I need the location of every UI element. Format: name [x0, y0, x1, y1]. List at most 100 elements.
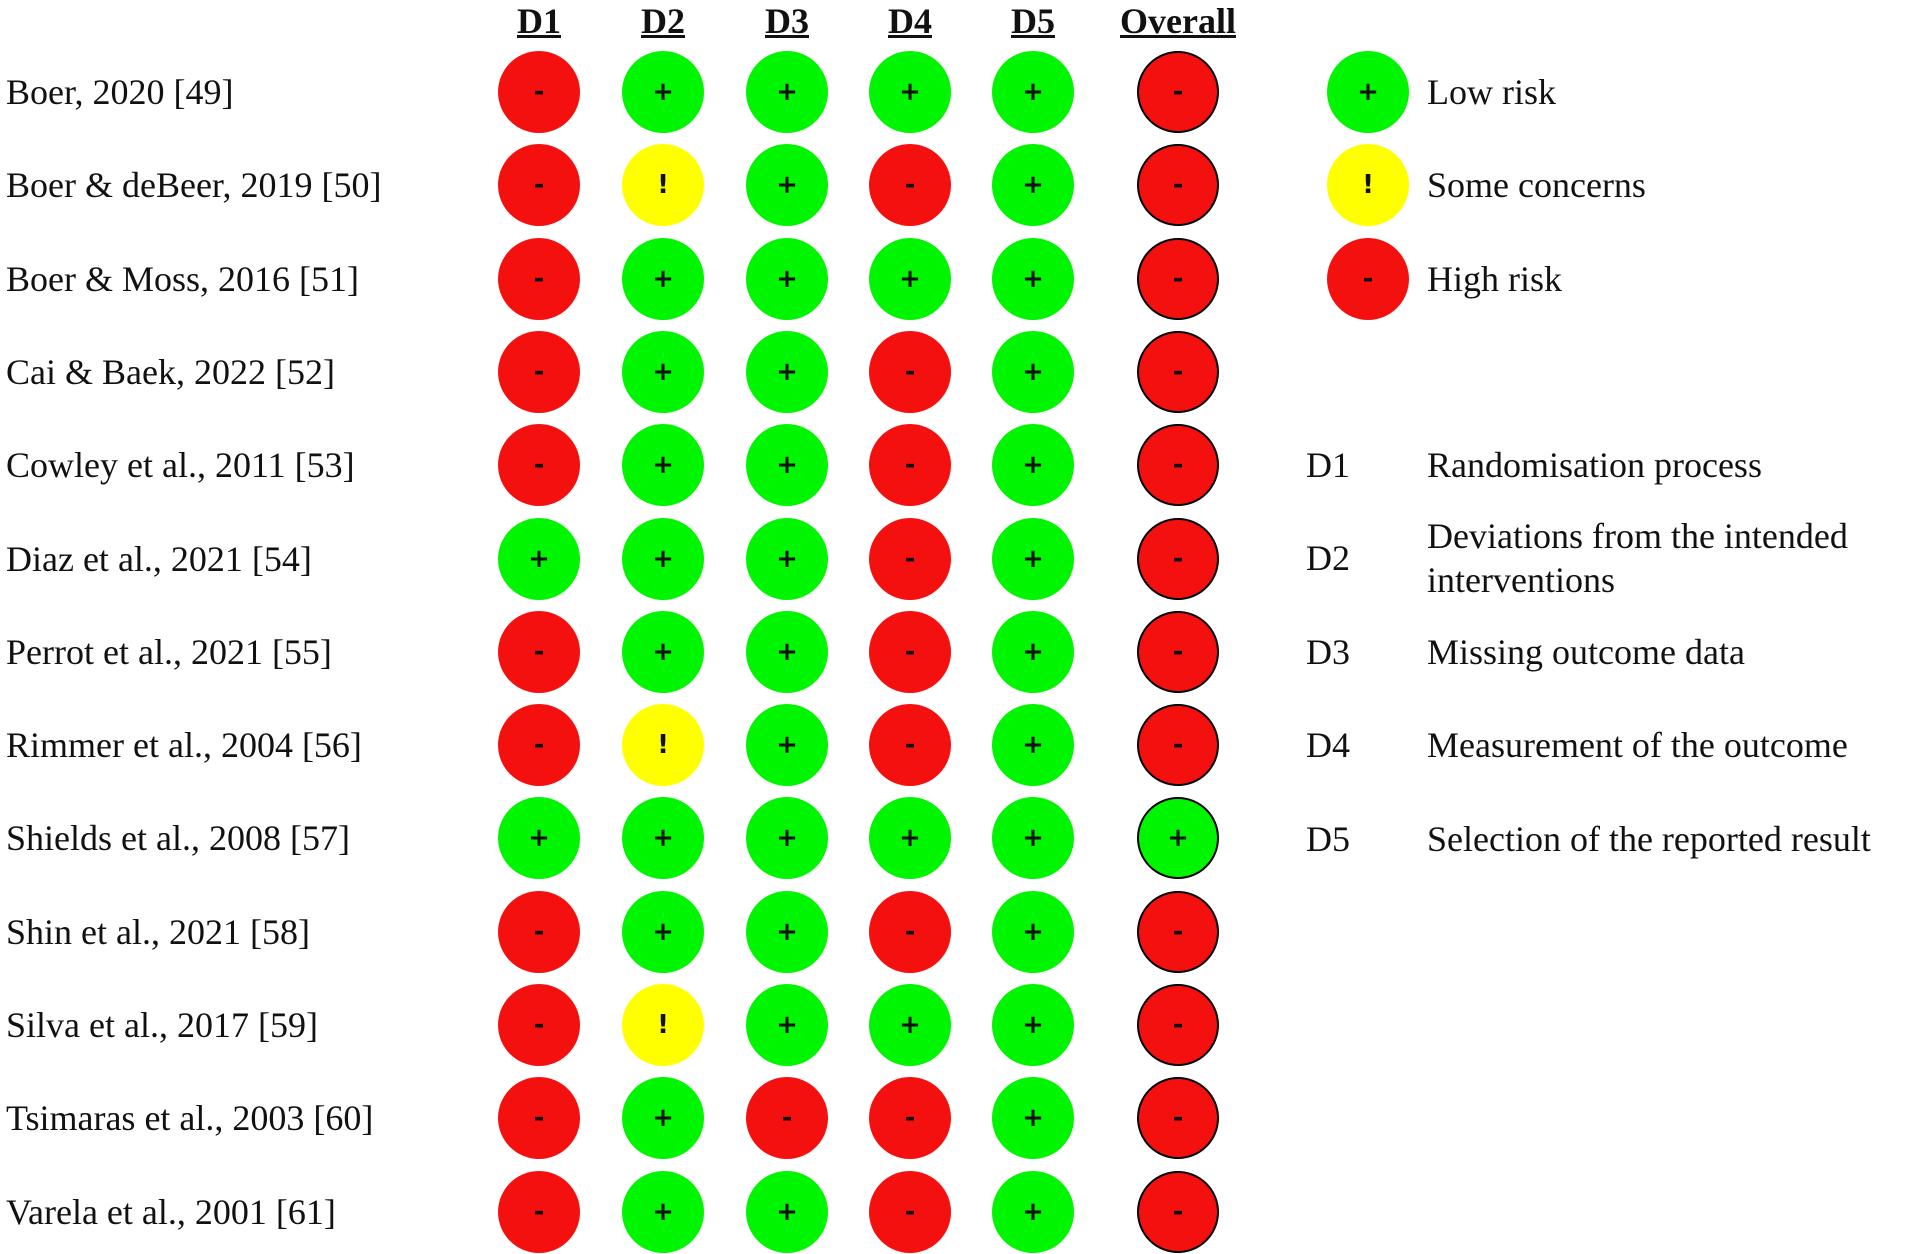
column-header-d3: D3: [765, 1, 809, 41]
overall-judgement-high: -: [1137, 704, 1219, 787]
judgement-symbol: +: [652, 450, 674, 481]
d1-judgement-low: +: [498, 797, 580, 880]
d5-judgement-low: +: [992, 51, 1074, 133]
judgement-symbol: !: [657, 1010, 669, 1040]
judgement-symbol: +: [528, 823, 550, 854]
study-label: Boer & deBeer, 2019 [50]: [6, 165, 382, 206]
judgement-symbol: -: [1172, 1196, 1184, 1227]
judgement-symbol: +: [776, 263, 798, 294]
d5-judgement-low: +: [992, 890, 1074, 973]
judgement-symbol: +: [652, 1103, 674, 1134]
judgement-symbol: +: [528, 543, 550, 574]
d3-judgement-low: +: [746, 1170, 828, 1253]
d1-judgement-low: +: [498, 517, 580, 600]
d4-judgement-high: -: [869, 1077, 951, 1160]
d1-judgement-high: -: [498, 330, 580, 413]
column-header-d2: D2: [641, 1, 685, 41]
d3-judgement-low: +: [746, 51, 828, 133]
judgement-symbol: +: [1022, 543, 1044, 574]
study-label: Silva et al., 2017 [59]: [6, 1005, 318, 1045]
d1-judgement-high: -: [498, 144, 580, 227]
judgement-symbol: +: [652, 263, 674, 294]
judgement-symbol: -: [533, 1010, 545, 1040]
d1-judgement-high: -: [498, 610, 580, 693]
judgement-symbol: -: [781, 1103, 793, 1134]
d3-judgement-low: +: [746, 517, 828, 600]
d5-judgement-low: +: [992, 1077, 1074, 1160]
d5-judgement-low: +: [992, 984, 1074, 1066]
judgement-symbol: +: [652, 636, 674, 667]
overall-judgement-high: -: [1137, 330, 1219, 413]
overall-judgement-high: -: [1137, 517, 1219, 600]
domain-code-d3: D3: [1306, 632, 1350, 672]
judgement-symbol: +: [776, 356, 798, 387]
d5-judgement-low: +: [992, 610, 1074, 693]
domain-label-d2: Deviations from the intended interventio…: [1427, 516, 1848, 600]
domain-label-d1: Randomisation process: [1427, 445, 1762, 485]
judgement-symbol: +: [899, 263, 921, 294]
overall-judgement-high: -: [1137, 610, 1219, 693]
judgement-symbol: +: [776, 1196, 798, 1227]
overall-judgement-high: -: [1137, 1077, 1219, 1160]
d5-judgement-low: +: [992, 704, 1074, 787]
d1-judgement-high: -: [498, 704, 580, 787]
legend-label-some: Some concerns: [1427, 165, 1646, 206]
study-label: Rimmer et al., 2004 [56]: [6, 725, 362, 766]
d1-judgement-high: -: [498, 890, 580, 973]
domain-code-d1: D1: [1306, 445, 1350, 485]
d3-judgement-low: +: [746, 890, 828, 973]
overall-judgement-high: -: [1137, 890, 1219, 973]
judgement-symbol: +: [1022, 263, 1044, 294]
judgement-symbol: +: [776, 170, 798, 201]
judgement-symbol: -: [904, 170, 916, 201]
d4-judgement-high: -: [869, 890, 951, 973]
d3-judgement-low: +: [746, 237, 828, 320]
judgement-symbol: -: [1172, 263, 1184, 294]
column-header-d5: D5: [1011, 1, 1055, 41]
d4-judgement-low: +: [869, 51, 951, 133]
d4-judgement-low: +: [869, 984, 951, 1066]
judgement-symbol: +: [1022, 170, 1044, 201]
d1-judgement-high: -: [498, 1077, 580, 1160]
d4-judgement-high: -: [869, 330, 951, 413]
judgement-symbol: +: [1357, 77, 1379, 107]
judgement-symbol: -: [904, 730, 916, 761]
d2-judgement-some: !: [622, 144, 704, 227]
judgement-symbol: +: [776, 1010, 798, 1040]
judgement-symbol: +: [1022, 730, 1044, 761]
judgement-symbol: -: [533, 916, 545, 947]
d4-judgement-high: -: [869, 517, 951, 600]
judgement-symbol: +: [652, 1196, 674, 1227]
d5-judgement-low: +: [992, 424, 1074, 507]
d4-judgement-low: +: [869, 797, 951, 880]
d4-judgement-high: -: [869, 424, 951, 507]
judgement-symbol: -: [533, 170, 545, 201]
judgement-symbol: !: [657, 170, 669, 201]
judgement-symbol: +: [776, 823, 798, 854]
overall-judgement-high: -: [1137, 237, 1219, 320]
judgement-symbol: -: [533, 636, 545, 667]
d2-judgement-low: +: [622, 797, 704, 880]
judgement-symbol: -: [533, 1196, 545, 1227]
judgement-symbol: +: [1022, 1103, 1044, 1134]
judgement-symbol: +: [1167, 823, 1189, 854]
judgement-symbol: +: [776, 543, 798, 574]
study-label: Cowley et al., 2011 [53]: [6, 445, 355, 486]
domain-code-d4: D4: [1306, 725, 1350, 765]
judgement-symbol: +: [1022, 916, 1044, 947]
study-label: Cai & Baek, 2022 [52]: [6, 351, 335, 392]
overall-judgement-high: -: [1137, 51, 1219, 133]
study-label: Boer & Moss, 2016 [51]: [6, 258, 359, 299]
d4-judgement-low: +: [869, 237, 951, 320]
d2-judgement-some: !: [622, 704, 704, 787]
d2-judgement-low: +: [622, 424, 704, 507]
legend-dot-some: !: [1327, 144, 1409, 227]
judgement-symbol: +: [776, 77, 798, 107]
judgement-symbol: +: [776, 916, 798, 947]
judgement-symbol: +: [1022, 1010, 1044, 1040]
judgement-symbol: +: [899, 1010, 921, 1040]
judgement-symbol: +: [652, 823, 674, 854]
domain-label-d3: Missing outcome data: [1427, 632, 1745, 672]
d1-judgement-high: -: [498, 1170, 580, 1253]
